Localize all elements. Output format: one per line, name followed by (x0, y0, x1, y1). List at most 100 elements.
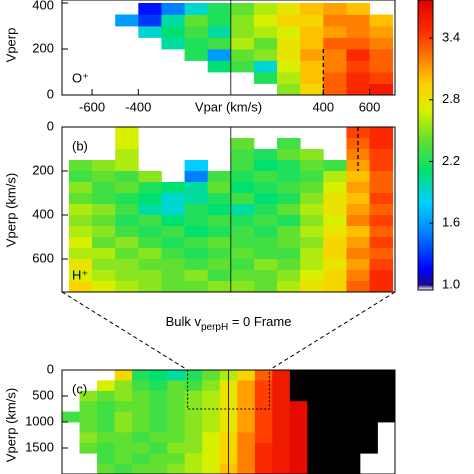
heat-cell (161, 14, 185, 27)
heat-cell (138, 237, 162, 249)
heat-cell (161, 2, 185, 15)
heat-cell (79, 422, 98, 433)
heat-cell (369, 60, 394, 73)
heat-cell (132, 370, 151, 381)
heat-cell (202, 463, 221, 474)
heat-cell (324, 380, 343, 392)
heat-cell (300, 171, 324, 183)
heat-cell (272, 463, 291, 474)
heat-cell (202, 401, 221, 412)
heat-cell (254, 442, 273, 454)
heat-cell (253, 226, 278, 238)
x-tick-label: -400 (125, 99, 151, 114)
heat-cell (342, 370, 361, 381)
heat-cell (97, 463, 115, 474)
heat-cell (289, 442, 308, 454)
heat-cell (300, 37, 324, 50)
heat-cell (254, 370, 273, 381)
heat-cell (92, 237, 116, 249)
heat-cell (324, 370, 343, 381)
heat-cell (369, 48, 394, 61)
heat-cell (359, 422, 378, 433)
heat-cell (237, 463, 256, 474)
heat-cell (253, 2, 278, 15)
heat-cell (323, 270, 347, 282)
heat-cell (230, 215, 255, 227)
heat-cell (289, 411, 308, 423)
heat-cell (79, 390, 98, 402)
heat-cell (230, 37, 255, 50)
heat-cell (254, 432, 273, 444)
heat-cell (149, 401, 168, 412)
heat-cell (300, 60, 324, 73)
heat-cell (289, 432, 308, 444)
heat-cell (230, 60, 255, 73)
heat-cell (277, 226, 301, 238)
heat-cell (230, 160, 255, 172)
heat-cell (207, 270, 232, 282)
heat-cell (149, 442, 168, 454)
heat-cell (346, 193, 370, 205)
heat-cell (346, 2, 370, 15)
heat-cell (307, 370, 326, 381)
heat-cell (369, 171, 394, 183)
heat-cell (323, 60, 347, 73)
heat-cell (92, 281, 116, 292)
heat-cell (346, 48, 370, 61)
heat-cell (167, 453, 186, 464)
heat-cell (346, 25, 370, 38)
heat-cell (230, 14, 255, 27)
heat-cell (68, 204, 93, 216)
heat-cell (167, 401, 186, 412)
y-tick-label: 200 (32, 162, 54, 177)
heat-cell (138, 281, 162, 292)
heat-cell (207, 237, 232, 249)
heat-cell (342, 411, 361, 423)
heat-cell (115, 193, 139, 205)
x-tick-label: -600 (79, 99, 105, 114)
y-tick-label: 1000 (25, 413, 54, 428)
heat-cell (167, 411, 186, 423)
heat-cell (115, 204, 139, 216)
heat-cell (342, 442, 361, 454)
heat-cell (369, 14, 394, 27)
heat-cell (92, 204, 116, 216)
heat-cell (92, 226, 116, 238)
heat-cell (369, 204, 394, 216)
heat-cell (289, 401, 308, 412)
heat-cell (161, 248, 185, 260)
heat-cell (68, 237, 93, 249)
y-tick-label: 400 (32, 206, 54, 221)
heat-cell (237, 380, 256, 392)
heat-cell (300, 182, 324, 194)
heat-cell (115, 281, 139, 292)
frame-label-rest: = 0 Frame (228, 314, 291, 329)
heat-cell (184, 259, 209, 271)
heat-cell (92, 215, 116, 227)
heat-cell (68, 193, 93, 205)
heat-cell (289, 422, 308, 433)
heat-cell (92, 182, 116, 194)
heat-cell (253, 259, 278, 271)
heat-cell (277, 138, 301, 150)
heat-cell (254, 401, 273, 412)
heat-cell (161, 193, 185, 205)
heat-cell (342, 463, 361, 474)
heat-cell (253, 60, 278, 73)
heat-cell (307, 401, 326, 412)
heat-cell (359, 401, 378, 412)
heat-cell (359, 442, 378, 454)
x-tick-label: 400 (312, 99, 334, 114)
heat-cell (184, 380, 203, 392)
heat-cell (149, 411, 168, 423)
heat-cell (149, 453, 168, 464)
heat-cell (184, 182, 209, 194)
heat-cell (346, 171, 370, 183)
heat-cell (346, 281, 370, 292)
heat-cell (289, 380, 308, 392)
heat-cell (369, 138, 394, 150)
heat-cell (253, 160, 278, 172)
heat-cell (346, 71, 370, 84)
heat-cell (184, 204, 209, 216)
heat-cell (115, 226, 139, 238)
